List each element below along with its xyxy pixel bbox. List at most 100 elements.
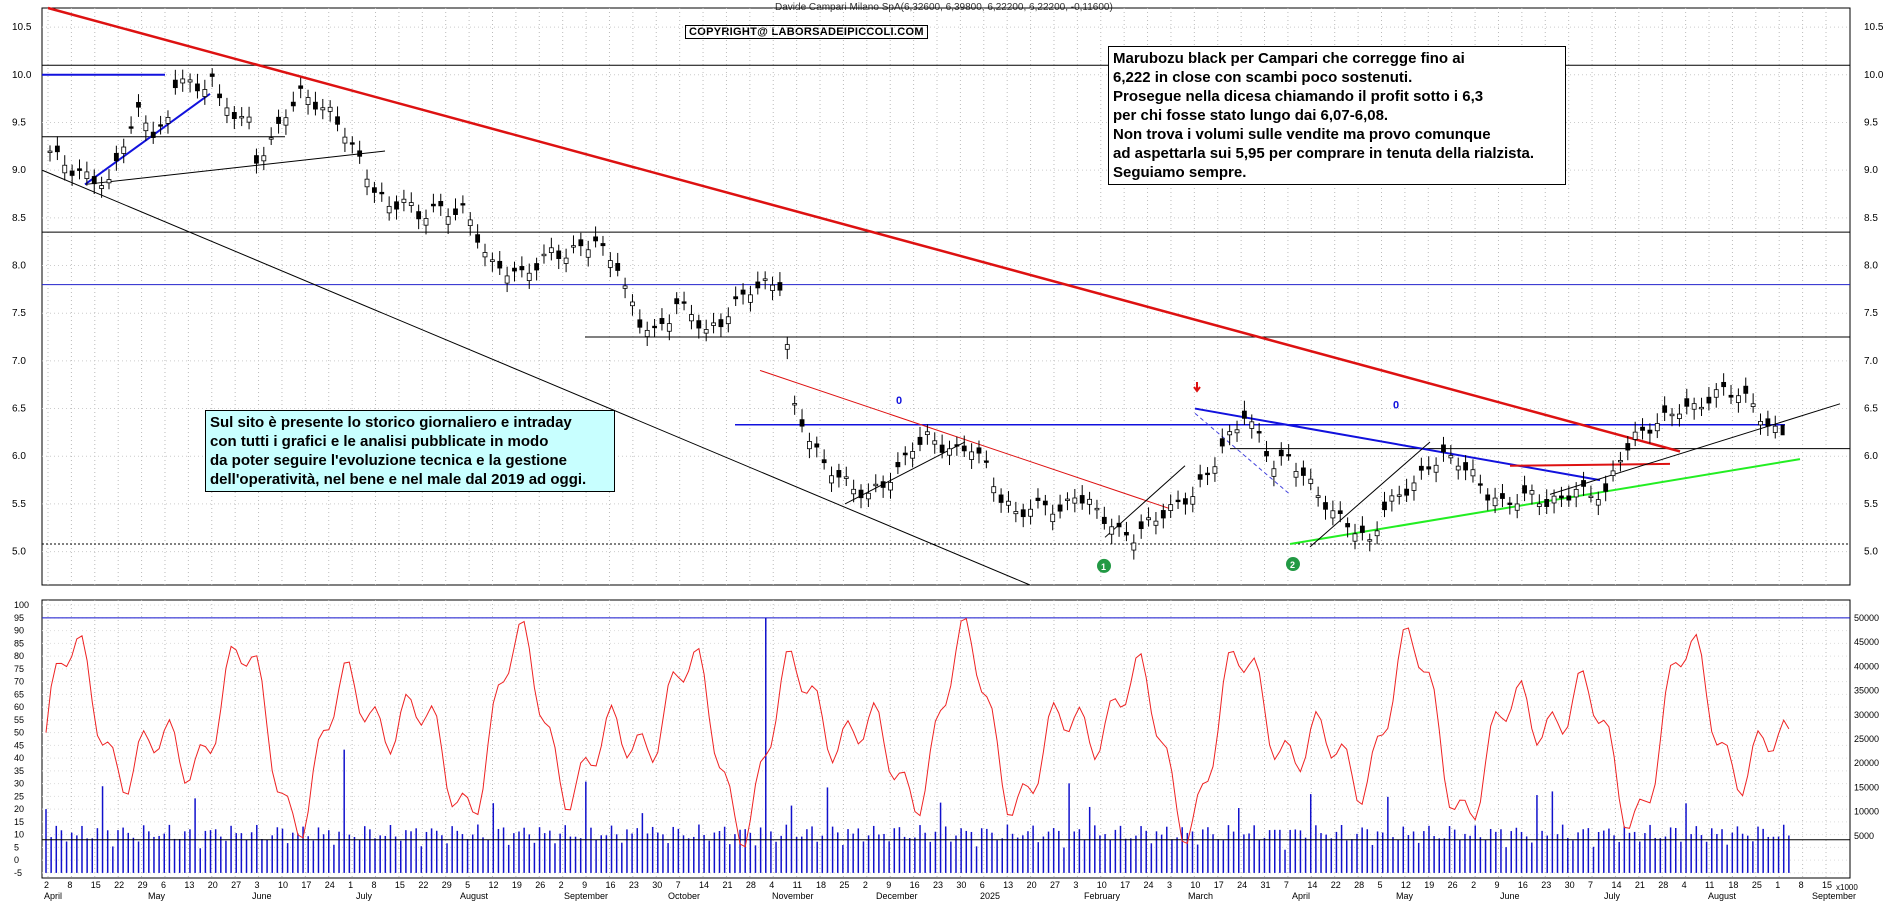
candle-body	[445, 216, 451, 225]
candle-body	[224, 107, 230, 116]
x-tick-day-label: 17	[1214, 880, 1224, 890]
candle-body	[1396, 494, 1402, 497]
candle-body	[408, 202, 414, 206]
x-tick-day-label: 30	[1565, 880, 1575, 890]
candle-body	[755, 281, 761, 289]
candle-body	[136, 102, 141, 108]
candle-body	[681, 301, 687, 304]
volume-tick-label: 40000	[1854, 661, 1879, 671]
x-tick-day-label: 15	[1822, 880, 1832, 890]
candle-body	[246, 116, 252, 123]
x-tick-day-label: 13	[1003, 880, 1013, 890]
candle-body	[1448, 455, 1454, 459]
x-month-label: October	[668, 891, 700, 901]
osc-tick-label: 100	[14, 600, 29, 610]
x-tick-day-label: 6	[161, 880, 166, 890]
x-tick-day-label: 7	[676, 880, 681, 890]
candle-body	[1706, 396, 1712, 404]
candle-body	[1094, 507, 1100, 511]
x-tick-day-label: 8	[1799, 880, 1804, 890]
x-tick-day-label: 21	[722, 880, 732, 890]
x-tick-day-label: 28	[1354, 880, 1364, 890]
candle-body	[1065, 498, 1070, 501]
x-tick-day-label: 16	[910, 880, 920, 890]
candle-body	[1308, 478, 1314, 484]
candle-body	[571, 245, 576, 248]
candle-body	[1507, 502, 1513, 505]
x-tick-day-label: 24	[325, 880, 335, 890]
candle-body	[548, 247, 554, 253]
x-month-label: September	[1812, 891, 1856, 901]
note-line: 6,222 in close con scambi poco sostenuti…	[1113, 69, 1413, 86]
x-tick-day-label: 4	[769, 880, 774, 890]
x-tick-day-label: 12	[489, 880, 499, 890]
candle-body	[1367, 539, 1373, 542]
x-month-label: September	[564, 891, 608, 901]
candle-body	[47, 150, 53, 153]
y-tick-label-left: 8.5	[12, 213, 26, 224]
y-tick-label-right: 6.0	[1864, 451, 1878, 462]
candle-body	[357, 150, 363, 157]
candle-body	[1219, 438, 1225, 447]
candle-body	[1020, 509, 1026, 518]
candle-body	[969, 451, 975, 460]
candle-body	[777, 282, 783, 291]
x-tick-day-label: 26	[1448, 880, 1458, 890]
y-tick-label-right: 7.0	[1864, 356, 1878, 367]
osc-tick-label: 15	[14, 817, 24, 827]
candle-body	[1411, 482, 1417, 491]
candle-body	[1522, 485, 1527, 494]
candle-body	[335, 116, 340, 125]
x-tick-day-label: 1	[348, 880, 353, 890]
x-tick-day-label: 12	[1401, 880, 1411, 890]
candle-body	[512, 267, 517, 272]
candle-body	[902, 452, 908, 456]
candle-body	[1581, 480, 1586, 487]
candle-body	[1006, 500, 1011, 506]
osc-tick-label: 60	[14, 702, 24, 712]
volume-tick-label: 10000	[1854, 807, 1879, 817]
volume-tick-label: 30000	[1854, 710, 1879, 720]
candle-body	[453, 208, 458, 215]
candle-body	[534, 263, 540, 271]
candle-body	[1772, 425, 1778, 433]
x-tick-day-label: 2	[44, 880, 49, 890]
note-line: Seguiamo sempre.	[1113, 164, 1247, 181]
y-tick-label-right: 8.5	[1864, 213, 1878, 224]
candle-body	[1242, 410, 1247, 419]
x-tick-day-label: 28	[1658, 880, 1668, 890]
x-tick-day-label: 5	[465, 880, 470, 890]
candle-body	[1028, 508, 1033, 517]
trend-line	[759, 369, 1171, 510]
osc-tick-label: 70	[14, 677, 24, 687]
candle-body	[217, 93, 222, 99]
candle-body	[821, 459, 827, 464]
candle-body	[1168, 504, 1174, 511]
candle-body	[607, 260, 613, 268]
osc-tick-label: 30	[14, 779, 24, 789]
candle-body	[430, 203, 436, 207]
candle-body	[1654, 423, 1660, 432]
y-tick-label-right: 9.5	[1864, 117, 1878, 128]
y-tick-label-right: 5.5	[1864, 499, 1878, 510]
candle-body	[1632, 431, 1638, 440]
candle-body	[394, 201, 399, 210]
candle-body	[644, 329, 650, 337]
candle-body	[1595, 499, 1601, 506]
candle-body	[386, 205, 392, 214]
candle-body	[733, 296, 739, 300]
candle-body	[1124, 531, 1129, 536]
candle-body	[1625, 443, 1631, 451]
candle-body	[261, 155, 267, 162]
candle-body	[600, 243, 606, 247]
candle-body	[740, 289, 746, 295]
candle-body	[1072, 497, 1078, 504]
candle-body	[1470, 469, 1476, 477]
candle-body	[748, 294, 753, 303]
candle-body	[1212, 466, 1218, 474]
candle-body	[150, 131, 156, 138]
osc-tick-label: 20	[14, 804, 24, 814]
y-tick-label-left: 6.0	[12, 451, 26, 462]
y-tick-label-left: 10.5	[12, 22, 32, 33]
x-tick-day-label: 8	[67, 880, 72, 890]
